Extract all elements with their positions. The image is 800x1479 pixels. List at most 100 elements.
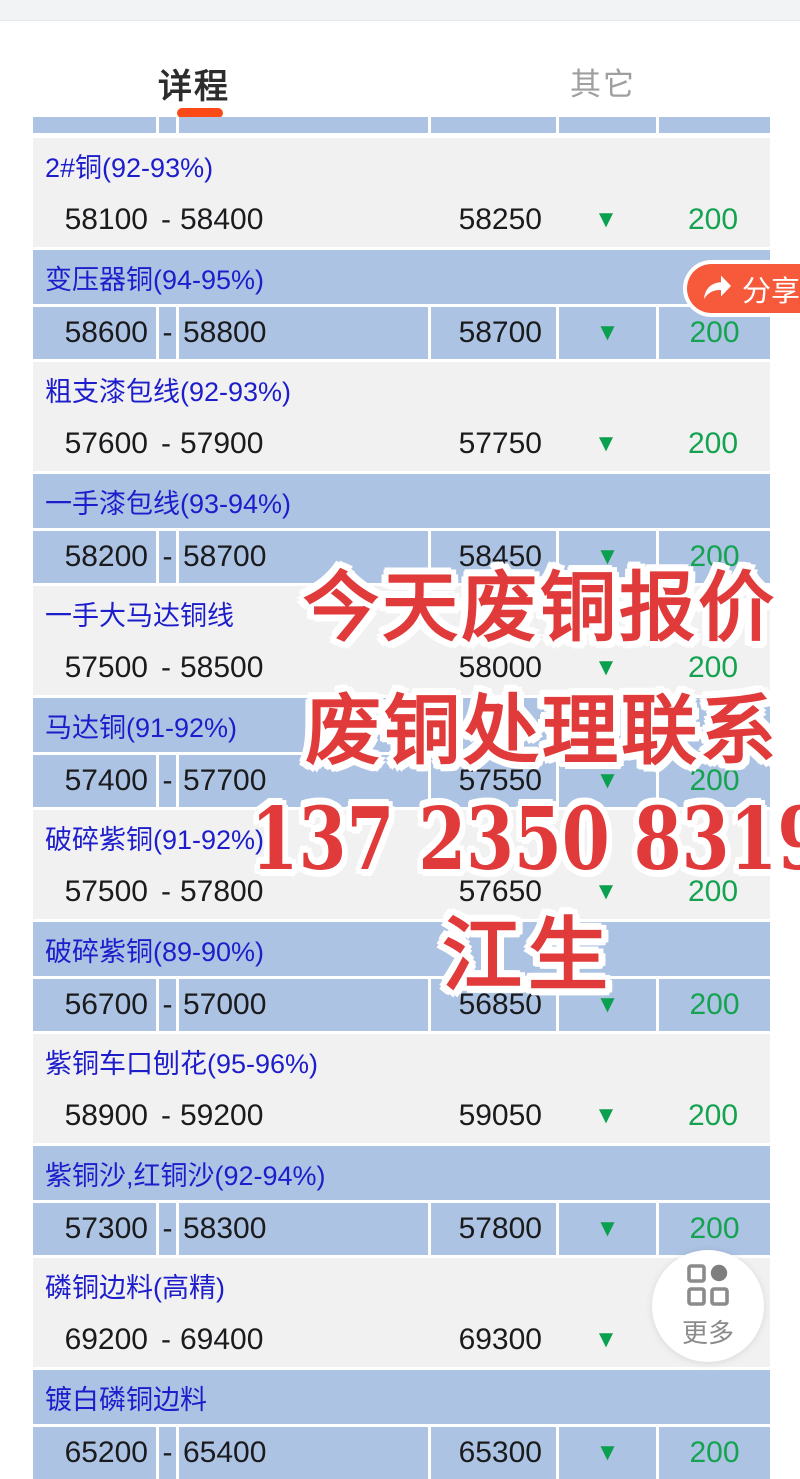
price-change: 200 [687,202,739,236]
trend-down-icon: ▼ [594,877,618,905]
price-dash: - [161,426,171,460]
price-low: 58900 [64,1098,148,1132]
item-price-row: 57300 - 58300 57800 ▼ 200 [33,1200,770,1255]
trend-down-icon: ▼ [594,1325,618,1353]
price-change: 200 [656,307,770,359]
price-avg: 56850 [428,979,556,1031]
item-name: 变压器铜(94-95%) [45,264,265,295]
item-name: 马达铜(91-92%) [45,712,238,743]
price-avg: 58700 [428,307,556,359]
price-high: 57800 [180,874,264,908]
item-price-row: 58200 - 58700 58450 ▼ 200 [33,528,770,583]
price-high: 57000 [176,979,428,1031]
trend-down-icon: ▼ [594,653,618,681]
price-section: 紫铜车口刨花(95-96%) 58900 - 59200 59050 ▼ 200 [33,1031,770,1143]
item-name: 紫铜沙,红铜沙(92-94%) [45,1160,326,1191]
clipped-row [33,117,770,133]
price-dash: - [161,874,171,908]
price-change: 200 [687,426,739,460]
trend-down-icon: ▼ [556,531,656,583]
price-high: 69400 [180,1322,264,1356]
price-section: 镀白磷铜边料 65200 - 65400 65300 ▼ 200 [33,1367,770,1479]
price-low: 57300 [64,1212,148,1245]
price-dash: - [156,531,176,583]
price-avg: 57550 [428,755,556,807]
item-price-row: 58900 - 59200 59050 ▼ 200 [33,1088,770,1143]
item-price-row: 57400 - 57700 57550 ▼ 200 [33,752,770,807]
item-price-row: 57600 - 57900 57750 ▼ 200 [33,416,770,471]
price-dash: - [156,1427,176,1479]
price-change: 200 [687,650,739,684]
price-change: 200 [656,755,770,807]
item-name-row: 2#铜(92-93%) [33,138,770,192]
item-name: 磷铜边料(高精) [45,1272,225,1303]
share-icon [697,271,733,307]
price-high: 58800 [176,307,428,359]
more-grid-icon [685,1262,731,1308]
item-name-row: 一手大马达铜线 [33,586,770,640]
price-low: 69200 [64,1322,148,1356]
price-low: 57500 [64,874,148,908]
trend-down-icon: ▼ [556,1427,656,1479]
item-price-row: 57500 - 58500 58000 ▼ 200 [33,640,770,695]
price-change: 200 [687,1098,739,1132]
price-low: 65200 [64,1436,148,1469]
item-name-row: 镀白磷铜边料 [33,1370,770,1424]
item-name-row: 一手漆包线(93-94%) [33,474,770,528]
price-high: 58500 [180,650,264,684]
price-section: 2#铜(92-93%) 58100 - 58400 58250 ▼ 200 [33,135,770,247]
item-name: 2#铜(92-93%) [45,152,214,183]
price-section: 破碎紫铜(91-92%) 57500 - 57800 57650 ▼ 200 [33,807,770,919]
price-low: 57400 [64,764,148,797]
price-high: 59200 [180,1098,264,1132]
item-price-row: 57500 - 57800 57650 ▼ 200 [33,864,770,919]
tab-other[interactable]: 其它 [570,59,636,104]
price-section: 破碎紫铜(89-90%) 56700 - 57000 56850 ▼ 200 [33,919,770,1031]
share-label: 分享 [742,275,800,308]
price-avg: 58000 [458,650,542,684]
item-name-row: 马达铜(91-92%) [33,698,770,752]
price-dash: - [156,979,176,1031]
price-section: 磷铜边料(高精) 69200 - 69400 69300 ▼ 200 [33,1255,770,1367]
price-high: 58700 [176,531,428,583]
price-avg: 58250 [458,202,542,236]
item-name-row: 变压器铜(94-95%) [33,250,770,304]
price-avg: 69300 [458,1322,542,1356]
price-avg: 57800 [428,1203,556,1255]
price-high: 57700 [176,755,428,807]
item-name: 破碎紫铜(91-92%) [45,824,265,855]
active-tab-indicator [177,108,223,118]
price-change: 200 [656,979,770,1031]
price-low: 58100 [64,202,148,236]
price-avg: 57650 [458,874,542,908]
price-dash: - [161,202,171,236]
price-table: 2#铜(92-93%) 58100 - 58400 58250 ▼ 200 变压… [33,117,770,1479]
trend-down-icon: ▼ [556,979,656,1031]
price-avg: 65300 [428,1427,556,1479]
price-change: 200 [687,874,739,908]
item-name: 镀白磷铜边料 [45,1384,207,1415]
item-name: 破碎紫铜(89-90%) [45,936,265,967]
more-button[interactable]: 更多 [652,1250,764,1362]
price-dash: - [156,1203,176,1255]
price-section: 变压器铜(94-95%) 58600 - 58800 58700 ▼ 200 [33,247,770,359]
share-button[interactable]: 分享 [683,260,800,317]
price-low: 57500 [64,650,148,684]
item-price-row: 56700 - 57000 56850 ▼ 200 [33,976,770,1031]
tab-header: 详程 其它 [0,21,800,118]
trend-down-icon: ▼ [556,307,656,359]
trend-down-icon: ▼ [594,1101,618,1129]
item-price-row: 58100 - 58400 58250 ▼ 200 [33,192,770,247]
price-dash: - [161,1322,171,1356]
item-name: 紫铜车口刨花(95-96%) [45,1048,319,1079]
price-table-body: 2#铜(92-93%) 58100 - 58400 58250 ▼ 200 变压… [33,135,770,1479]
tab-details[interactable]: 详程 [158,59,230,108]
trend-down-icon: ▼ [556,1203,656,1255]
price-low: 57600 [64,426,148,460]
price-section: 一手大马达铜线 57500 - 58500 58000 ▼ 200 [33,583,770,695]
price-avg: 59050 [458,1098,542,1132]
trend-down-icon: ▼ [556,755,656,807]
price-avg: 58450 [428,531,556,583]
item-name-row: 紫铜沙,红铜沙(92-94%) [33,1146,770,1200]
price-change: 200 [656,1427,770,1479]
